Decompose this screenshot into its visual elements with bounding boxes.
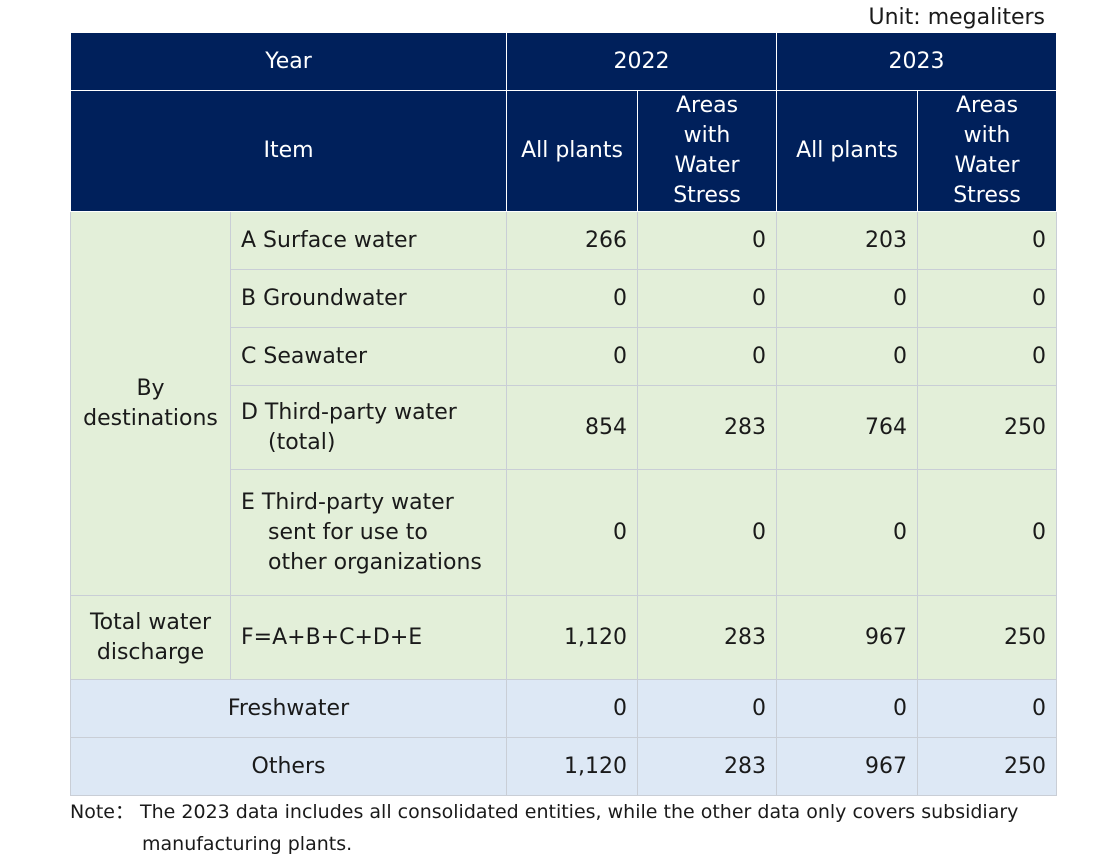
group-label-line: destinations bbox=[83, 405, 218, 431]
cell-value: 0 bbox=[917, 469, 1058, 596]
cell-value: 854 bbox=[506, 385, 639, 470]
unit-label: Unit: megaliters bbox=[868, 5, 1046, 30]
cell-value: 250 bbox=[917, 385, 1058, 470]
header-all-plants-2023: All plants bbox=[776, 90, 919, 212]
group-label-line: By bbox=[136, 375, 165, 401]
stress-line: Areas bbox=[675, 93, 739, 118]
header-row-item: Item All plants Areas with Water Stress … bbox=[69, 90, 1058, 212]
cell-value: 0 bbox=[506, 269, 639, 328]
row-label-groundwater: B Groundwater bbox=[229, 269, 508, 328]
stress-line: Water bbox=[674, 153, 740, 178]
header-year-2022: 2022 bbox=[506, 32, 778, 91]
cell-value: 0 bbox=[776, 679, 919, 738]
stress-line: with bbox=[683, 123, 731, 148]
cell-value: 203 bbox=[776, 211, 919, 270]
cell-value: 764 bbox=[776, 385, 919, 470]
table-row: E Third-party water sent for use to othe… bbox=[71, 469, 1058, 596]
footnote: Note： The 2023 data includes all consoli… bbox=[70, 796, 1070, 860]
footnote-line: Note： The 2023 data includes all consoli… bbox=[70, 801, 1019, 823]
cell-value: 967 bbox=[776, 595, 919, 680]
row-label-line: (total) bbox=[268, 429, 336, 455]
cell-value: 1,120 bbox=[506, 737, 639, 796]
stress-line: Stress bbox=[953, 183, 1021, 208]
header-water-stress-2022: Areas with Water Stress bbox=[637, 90, 778, 212]
cell-value: 250 bbox=[917, 595, 1058, 680]
cell-value: 283 bbox=[637, 595, 778, 680]
header-year-2023: 2023 bbox=[776, 32, 1058, 91]
group-by-destinations: By destinations bbox=[70, 211, 231, 596]
cell-value: 283 bbox=[637, 737, 778, 796]
row-label-total-formula: F=A+B+C+D+E bbox=[229, 595, 508, 680]
row-label-line: D Third-party water bbox=[241, 399, 457, 425]
cell-value: 0 bbox=[776, 327, 919, 386]
cell-value: 0 bbox=[776, 469, 919, 596]
row-label-line: other organizations bbox=[268, 549, 482, 575]
cell-value: 0 bbox=[917, 327, 1058, 386]
header-year-label: Year bbox=[69, 32, 508, 91]
cell-value: 0 bbox=[917, 679, 1058, 738]
cell-value: 0 bbox=[637, 211, 778, 270]
cell-value: 0 bbox=[506, 679, 639, 738]
cell-value: 0 bbox=[637, 327, 778, 386]
table-row: Others 1,120 283 967 250 bbox=[69, 737, 1058, 796]
cell-value: 0 bbox=[917, 211, 1058, 270]
cell-value: 250 bbox=[917, 737, 1058, 796]
cell-value: 0 bbox=[637, 679, 778, 738]
stress-line: Areas bbox=[955, 93, 1019, 118]
row-label-line: E Third-party water bbox=[241, 489, 454, 515]
row-label-surface-water: A Surface water bbox=[229, 211, 508, 270]
cell-value: 266 bbox=[506, 211, 639, 270]
cell-value: 0 bbox=[917, 269, 1058, 328]
table-row: B Groundwater 0 0 0 0 bbox=[71, 269, 1058, 328]
cell-value: 0 bbox=[637, 269, 778, 328]
row-label-others: Others bbox=[69, 737, 508, 796]
footnote-line: manufacturing plants. bbox=[142, 833, 353, 855]
cell-value: 0 bbox=[506, 327, 639, 386]
cell-value: 1,120 bbox=[506, 595, 639, 680]
row-label-third-party-sent: E Third-party water sent for use to othe… bbox=[229, 469, 508, 596]
stress-line: with bbox=[963, 123, 1011, 148]
table-row: Freshwater 0 0 0 0 bbox=[69, 679, 1058, 738]
row-label-third-party-total: D Third-party water (total) bbox=[229, 385, 508, 470]
stress-line: Water bbox=[954, 153, 1020, 178]
row-label-line: sent for use to bbox=[268, 519, 428, 545]
row-label-seawater: C Seawater bbox=[229, 327, 508, 386]
cell-value: 283 bbox=[637, 385, 778, 470]
header-row-year: Year 2022 2023 bbox=[69, 32, 1058, 91]
table-row: C Seawater 0 0 0 0 bbox=[71, 327, 1058, 386]
cell-value: 0 bbox=[506, 469, 639, 596]
cell-value: 0 bbox=[637, 469, 778, 596]
cell-value: 967 bbox=[776, 737, 919, 796]
table-row: By destinations A Surface water 266 0 20… bbox=[70, 211, 1058, 596]
row-label-freshwater: Freshwater bbox=[69, 679, 508, 738]
cell-value: 0 bbox=[776, 269, 919, 328]
header-item-label: Item bbox=[69, 90, 508, 212]
stress-line: Stress bbox=[673, 183, 741, 208]
group-label-line: discharge bbox=[96, 639, 205, 665]
group-label-line: Total water bbox=[89, 609, 212, 635]
table-row: Total water discharge F=A+B+C+D+E 1,120 … bbox=[70, 595, 1058, 680]
header-water-stress-2023: Areas with Water Stress bbox=[917, 90, 1058, 212]
group-total-water-discharge: Total water discharge bbox=[70, 595, 231, 680]
table-row: D Third-party water (total) 854 283 764 … bbox=[71, 385, 1058, 470]
header-all-plants-2022: All plants bbox=[506, 90, 639, 212]
water-discharge-table: Year 2022 2023 Item All plants Areas wit… bbox=[69, 32, 1058, 796]
